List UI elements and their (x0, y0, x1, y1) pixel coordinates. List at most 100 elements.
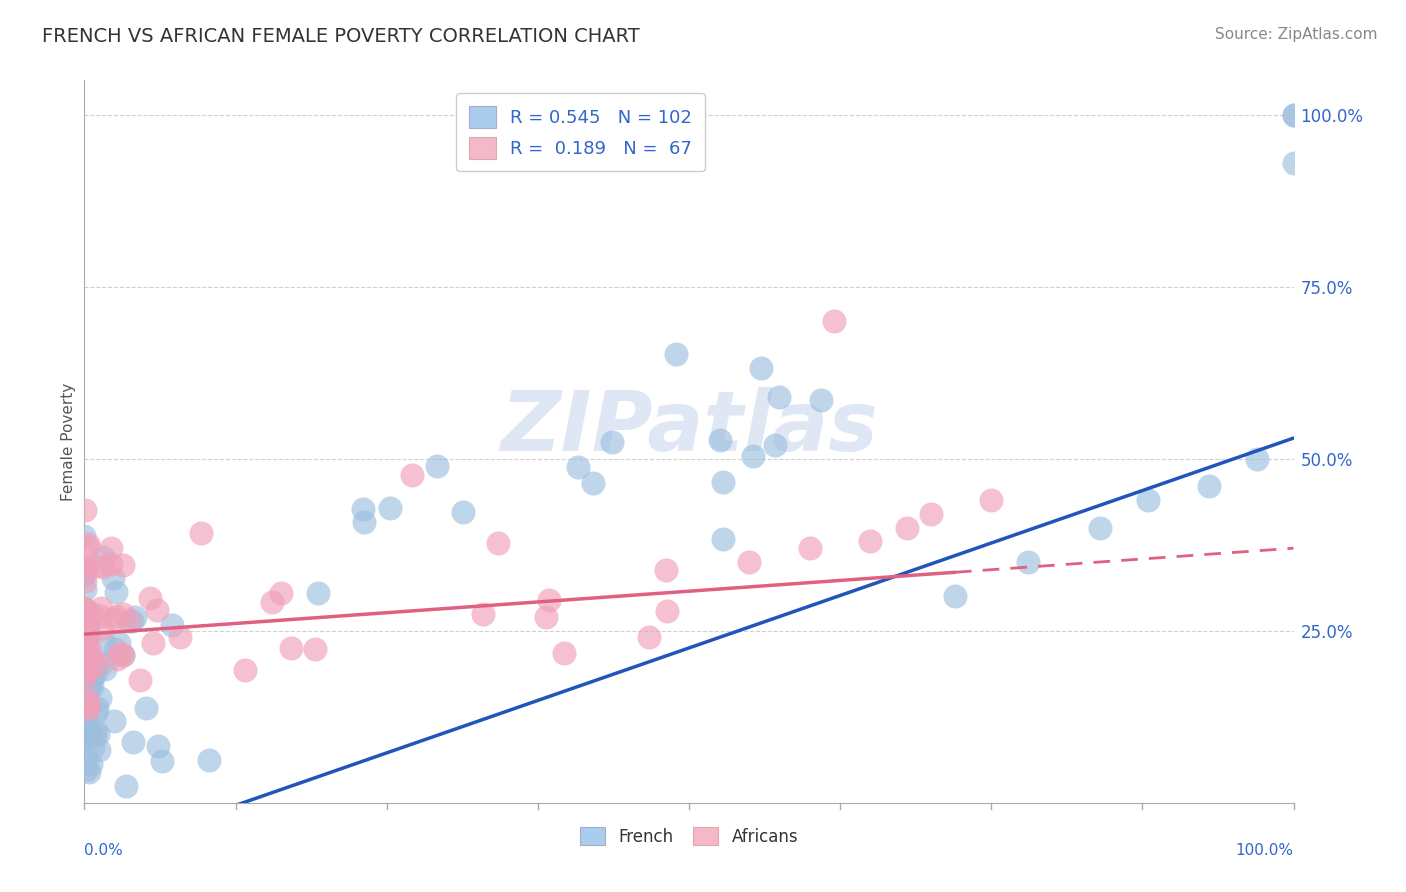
Point (270, 586, 292, 600)
Point (121, 615, 143, 629)
Point (169, 630, 191, 644)
Point (73, 631, 96, 645)
Point (823, 314, 845, 328)
Point (77, 648, 100, 662)
Point (76, 702, 98, 716)
Point (91, 622, 114, 636)
Point (75, 663, 97, 677)
Point (75, 630, 97, 644)
Point (810, 393, 832, 408)
Point (80, 756, 103, 771)
Point (77, 540, 100, 554)
Point (73, 630, 96, 644)
Point (77, 701, 100, 715)
Point (741, 449, 763, 463)
Point (83, 667, 105, 681)
Point (1198, 479, 1220, 493)
Point (104, 642, 127, 657)
Point (77, 651, 100, 665)
Point (76, 664, 98, 678)
Text: FRENCH VS AFRICAN FEMALE POVERTY CORRELATION CHART: FRENCH VS AFRICAN FEMALE POVERTY CORRELA… (42, 27, 640, 45)
Point (73, 671, 96, 685)
Point (1088, 520, 1111, 534)
Point (73, 649, 96, 664)
Point (91, 560, 114, 574)
Point (1282, 156, 1305, 170)
Point (124, 609, 146, 624)
Point (84, 559, 107, 574)
Point (76, 692, 98, 706)
Point (162, 618, 184, 632)
Point (139, 591, 162, 605)
Point (122, 735, 145, 749)
Point (80, 670, 103, 684)
Point (84, 723, 107, 737)
Point (73, 680, 96, 694)
Point (472, 607, 495, 622)
Point (451, 505, 474, 519)
Point (73, 582, 96, 596)
Point (77, 697, 100, 711)
Point (104, 609, 127, 624)
Point (401, 467, 423, 482)
Point (260, 595, 283, 609)
Point (91, 549, 114, 564)
Point (73, 658, 96, 673)
Y-axis label: Female Poverty: Female Poverty (60, 383, 76, 500)
Point (73, 713, 96, 727)
Point (89, 690, 111, 705)
Point (76, 628, 98, 642)
Point (103, 714, 125, 728)
Point (73, 614, 96, 628)
Point (118, 614, 141, 628)
Point (93, 636, 115, 650)
Point (73, 651, 96, 665)
Point (654, 563, 676, 577)
Point (198, 753, 221, 767)
Point (77, 671, 100, 685)
Point (75, 645, 97, 659)
Point (602, 434, 624, 449)
Point (90, 657, 112, 672)
Point (73, 601, 96, 615)
Point (75, 560, 97, 574)
Point (77, 651, 100, 665)
Point (103, 571, 125, 585)
Point (112, 558, 135, 573)
Point (920, 507, 942, 521)
Point (73, 574, 96, 588)
Text: ZIPatlas: ZIPatlas (501, 386, 877, 467)
Point (75, 602, 97, 616)
Point (711, 532, 734, 546)
Point (799, 541, 821, 556)
Point (73, 615, 96, 630)
Point (655, 604, 678, 618)
Point (83, 661, 105, 675)
Legend: French, Africans: French, Africans (574, 821, 804, 852)
Point (73, 672, 96, 686)
Point (1282, 108, 1305, 122)
Point (943, 590, 966, 604)
Point (73, 690, 96, 705)
Point (307, 585, 329, 599)
Point (75, 732, 97, 747)
Point (100, 541, 122, 555)
Point (86, 657, 108, 672)
Point (80, 606, 103, 620)
Point (87, 727, 110, 741)
Point (73, 630, 96, 644)
Point (486, 535, 509, 549)
Point (82, 739, 104, 754)
Point (89, 609, 111, 624)
Point (75, 750, 97, 764)
Point (79, 723, 101, 737)
Point (77, 765, 100, 780)
Point (380, 500, 402, 515)
Text: 100.0%: 100.0% (1236, 843, 1294, 857)
Point (980, 493, 1002, 508)
Point (1017, 555, 1039, 569)
Point (73, 529, 96, 543)
Point (738, 555, 761, 569)
Point (79, 612, 101, 626)
Point (146, 603, 169, 617)
